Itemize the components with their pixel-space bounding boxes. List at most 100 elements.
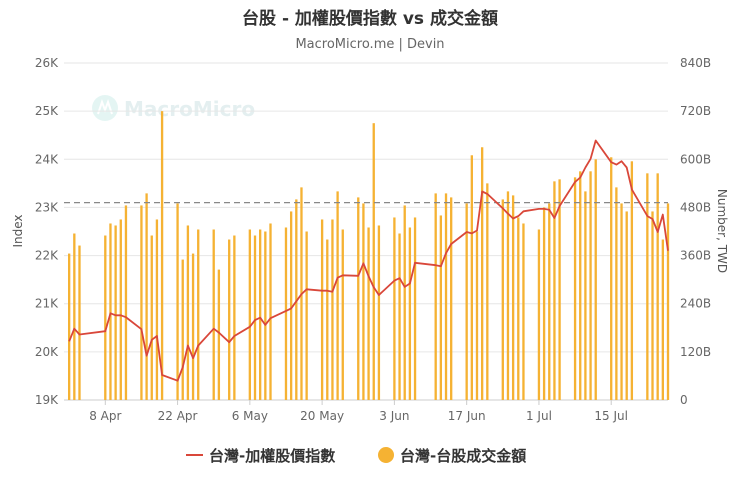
turnover-bar[interactable] (78, 245, 81, 400)
turnover-bar[interactable] (589, 171, 592, 400)
turnover-bar[interactable] (573, 177, 577, 400)
turnover-bar[interactable] (228, 239, 231, 400)
turnover-bar[interactable] (646, 173, 649, 400)
turnover-bar[interactable] (320, 219, 324, 400)
y-axis-right-label: Number, TWD (715, 189, 729, 273)
turnover-bar[interactable] (537, 229, 541, 400)
turnover-bar[interactable] (475, 231, 479, 401)
turnover-bar[interactable] (377, 225, 381, 400)
turnover-bar[interactable] (176, 203, 179, 400)
turnover-bar[interactable] (326, 239, 329, 400)
index-line[interactable] (68, 139, 669, 382)
y-tick-label-right: 240B (680, 297, 711, 311)
x-tick-label: 3 Jun (379, 409, 409, 423)
turnover-bar[interactable] (615, 187, 618, 400)
turnover-bar[interactable] (295, 199, 298, 400)
chart-subtitle: MacroMicro.me | Devin (295, 37, 444, 52)
turnover-bar[interactable] (517, 217, 520, 400)
turnover-bar[interactable] (656, 173, 659, 400)
turnover-bar[interactable] (181, 259, 184, 400)
turnover-bar[interactable] (444, 193, 448, 400)
turnover-bar[interactable] (625, 211, 628, 400)
turnover-bar[interactable] (511, 195, 515, 400)
y-axis-left-label: Index (11, 214, 25, 247)
turnover-bar[interactable] (470, 155, 473, 400)
turnover-bar[interactable] (68, 253, 71, 400)
turnover-bar[interactable] (403, 205, 406, 400)
turnover-bar[interactable] (661, 239, 664, 400)
turnover-bar[interactable] (579, 171, 582, 400)
turnover-bar[interactable] (372, 123, 375, 400)
turnover-bar[interactable] (553, 181, 556, 400)
turnover-bar[interactable] (160, 111, 164, 401)
turnover-bar[interactable] (408, 227, 412, 400)
turnover-bar[interactable] (357, 197, 360, 400)
turnover-bar[interactable] (155, 219, 159, 400)
turnover-bar[interactable] (506, 191, 510, 400)
turnover-bar[interactable] (594, 159, 597, 400)
turnover-bar[interactable] (269, 223, 272, 400)
turnover-bar[interactable] (651, 211, 654, 400)
turnover-bar[interactable] (548, 203, 551, 400)
turnover-bar[interactable] (439, 215, 443, 400)
turnover-bar[interactable] (610, 157, 613, 400)
turnover-bar[interactable] (501, 199, 504, 400)
turnover-bar[interactable] (233, 235, 236, 400)
chart-title: 台股 - 加權股價指數 vs 成交金額 (242, 8, 498, 29)
bar-series (68, 111, 670, 401)
turnover-bar[interactable] (289, 211, 293, 400)
turnover-bar[interactable] (186, 225, 190, 400)
turnover-bar[interactable] (367, 227, 370, 400)
turnover-bar[interactable] (331, 219, 334, 400)
y-tick-label-left: 21K (35, 297, 59, 311)
turnover-bar[interactable] (259, 229, 262, 400)
turnover-bar[interactable] (73, 233, 76, 400)
turnover-bar[interactable] (341, 229, 344, 400)
y-tick-label-left: 23K (35, 200, 59, 214)
turnover-bar[interactable] (630, 161, 634, 400)
y-tick-label-right: 720B (680, 104, 711, 118)
legend-label-index: 台灣-加權股價指數 (209, 447, 335, 465)
turnover-bar[interactable] (197, 229, 200, 400)
turnover-bar[interactable] (522, 223, 525, 400)
turnover-bar[interactable] (253, 235, 257, 400)
legend-item-index[interactable]: 台灣-加權股價指數 (186, 447, 335, 465)
y-tick-label-left: 24K (35, 152, 59, 166)
turnover-bar[interactable] (413, 217, 417, 400)
turnover-bar[interactable] (480, 147, 484, 400)
turnover-bar[interactable] (450, 197, 453, 400)
watermark-logo-mark-icon (97, 99, 113, 115)
turnover-bar[interactable] (398, 233, 401, 400)
turnover-bar[interactable] (336, 191, 339, 400)
turnover-bar[interactable] (150, 235, 153, 400)
turnover-bar[interactable] (584, 191, 587, 400)
turnover-bar[interactable] (264, 231, 267, 401)
turnover-bar[interactable] (104, 235, 107, 400)
turnover-bar[interactable] (465, 203, 468, 400)
turnover-bar[interactable] (434, 193, 437, 400)
turnover-bar[interactable] (248, 229, 252, 400)
turnover-bar[interactable] (486, 183, 489, 400)
turnover-bar[interactable] (666, 203, 670, 400)
turnover-bar[interactable] (124, 205, 128, 400)
x-tick-label: 8 Apr (89, 409, 121, 423)
turnover-bar[interactable] (305, 231, 308, 401)
legend: 台灣-加權股價指數 台灣-台股成交金額 (186, 447, 526, 465)
turnover-bar[interactable] (217, 269, 221, 400)
turnover-bar[interactable] (362, 203, 365, 400)
turnover-bar[interactable] (114, 225, 117, 400)
turnover-bar[interactable] (212, 229, 215, 400)
legend-item-turnover[interactable]: 台灣-台股成交金額 (378, 447, 526, 465)
turnover-bar[interactable] (620, 203, 623, 400)
turnover-bar[interactable] (140, 205, 143, 400)
turnover-bar[interactable] (393, 217, 396, 400)
right-axis: 0 120B 240B 360B 480B 600B 720B 840B (680, 56, 711, 407)
turnover-bar[interactable] (542, 207, 546, 400)
turnover-bar[interactable] (145, 193, 148, 400)
left-axis: 19K 20K 21K 22K 23K 24K 25K 26K (35, 56, 59, 407)
turnover-bar[interactable] (119, 219, 122, 400)
turnover-bar[interactable] (109, 223, 112, 400)
turnover-bar[interactable] (284, 227, 288, 400)
turnover-bar[interactable] (191, 253, 195, 400)
turnover-bar[interactable] (558, 179, 561, 400)
